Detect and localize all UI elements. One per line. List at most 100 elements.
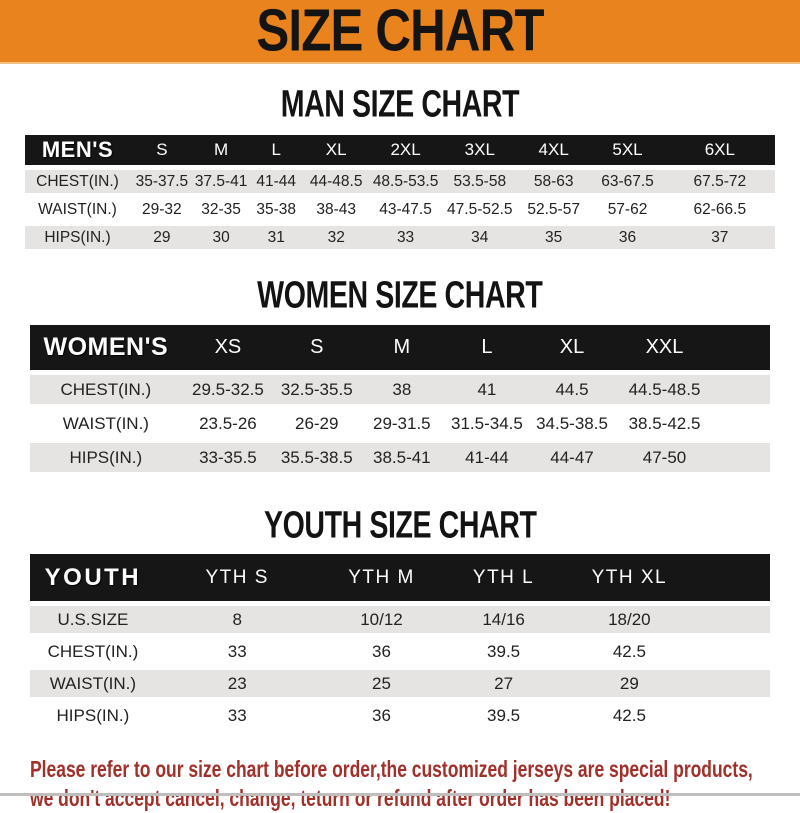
size-value: 10/12 bbox=[318, 606, 445, 633]
size-value: 34 bbox=[442, 226, 517, 249]
row-filler-cell bbox=[695, 670, 770, 697]
size-value: 52.5-57 bbox=[516, 198, 591, 221]
row-label: CHEST(IN.) bbox=[25, 170, 130, 193]
table-row: CHEST(IN.) 29.5-32.5 32.5-35.5 38 41 44.5 44.5… bbox=[30, 375, 770, 404]
table-row: HIPS(IN.) 33 36 39.5 42.5 bbox=[30, 702, 770, 729]
size-value: 29 bbox=[130, 226, 194, 249]
size-value: 14/16 bbox=[444, 606, 563, 633]
table-title-cell: WOMEN'S bbox=[30, 325, 182, 370]
table-row: HIPS(IN.) 33-35.5 35.5-38.5 38.5-41 41-44 44-… bbox=[30, 443, 770, 472]
size-value: 63-67.5 bbox=[590, 170, 665, 193]
size-value: 36 bbox=[318, 702, 445, 729]
size-value: 48.5-53.5 bbox=[368, 170, 443, 193]
banner-title: SIZE CHART bbox=[256, 0, 544, 64]
youth-size-table: YOUTH YTH S YTH M YTH L YTH XL U.S.SIZE 8 10/1… bbox=[30, 549, 770, 734]
row-filler-cell bbox=[695, 638, 770, 665]
row-label: CHEST(IN.) bbox=[30, 638, 156, 665]
row-filler-cell bbox=[695, 702, 770, 729]
youth-heading-text: YOUTH SIZE CHART bbox=[263, 503, 537, 547]
size-value: 41-44 bbox=[248, 170, 304, 193]
bottom-divider bbox=[0, 793, 800, 796]
column-header: XL bbox=[303, 135, 369, 165]
size-value: 35.5-38.5 bbox=[274, 443, 360, 472]
column-header: 2XL bbox=[368, 135, 443, 165]
size-value: 29-32 bbox=[130, 198, 194, 221]
footer-note: Please refer to our size chart before or… bbox=[30, 755, 800, 813]
column-header: S bbox=[274, 325, 360, 370]
size-value: 53.5-58 bbox=[442, 170, 517, 193]
size-value: 39.5 bbox=[444, 638, 563, 665]
size-value: 42.5 bbox=[562, 702, 696, 729]
size-value: 43-47.5 bbox=[368, 198, 443, 221]
size-value: 38-43 bbox=[303, 198, 369, 221]
size-value: 34.5-38.5 bbox=[529, 409, 615, 438]
youth-section-heading: YOUTH SIZE CHART bbox=[0, 503, 800, 547]
size-value: 67.5-72 bbox=[664, 170, 775, 193]
column-header: XS bbox=[181, 325, 275, 370]
table-row: WAIST(IN.) 29-32 32-35 35-38 38-43 43-47.5 47.… bbox=[25, 198, 775, 221]
size-value: 62-66.5 bbox=[664, 198, 775, 221]
column-header: L bbox=[444, 325, 530, 370]
size-value: 32 bbox=[303, 226, 369, 249]
size-value: 33-35.5 bbox=[181, 443, 275, 472]
size-value: 33 bbox=[155, 638, 319, 665]
size-value: 33 bbox=[155, 702, 319, 729]
size-value: 37 bbox=[664, 226, 775, 249]
column-header: XXL bbox=[614, 325, 715, 370]
women-header-row: WOMEN'S XS S M L XL XXL bbox=[30, 325, 770, 370]
size-value: 38.5-41 bbox=[359, 443, 445, 472]
women-size-table: WOMEN'S XS S M L XL XXL CHEST(IN.) 29.5-32.5 32.… bbox=[30, 320, 770, 477]
column-header: M bbox=[359, 325, 445, 370]
size-value: 58-63 bbox=[516, 170, 591, 193]
row-label: WAIST(IN.) bbox=[30, 409, 182, 438]
women-heading-text: WOMEN SIZE CHART bbox=[257, 273, 543, 317]
row-label: WAIST(IN.) bbox=[30, 670, 156, 697]
row-filler-cell bbox=[714, 375, 770, 404]
row-label: WAIST(IN.) bbox=[25, 198, 130, 221]
size-value: 29 bbox=[562, 670, 696, 697]
column-header: XL bbox=[529, 325, 615, 370]
column-header: 6XL bbox=[664, 135, 775, 165]
footer-line-2: we don't accept cancel, change, teturn o… bbox=[30, 785, 671, 811]
size-value: 30 bbox=[193, 226, 249, 249]
size-value: 44.5-48.5 bbox=[614, 375, 715, 404]
size-value: 32.5-35.5 bbox=[274, 375, 360, 404]
size-value: 29.5-32.5 bbox=[181, 375, 275, 404]
column-header: 5XL bbox=[590, 135, 665, 165]
size-value: 23 bbox=[155, 670, 319, 697]
column-header: YTH L bbox=[444, 554, 563, 601]
size-value: 32-35 bbox=[193, 198, 249, 221]
men-section-heading: MAN SIZE CHART bbox=[0, 85, 800, 123]
size-value: 26-29 bbox=[274, 409, 360, 438]
size-value: 37.5-41 bbox=[193, 170, 249, 193]
size-value: 47-50 bbox=[614, 443, 715, 472]
size-value: 31 bbox=[248, 226, 304, 249]
footer-line-1: Please refer to our size chart before or… bbox=[30, 756, 753, 782]
column-header: YTH S bbox=[155, 554, 319, 601]
men-header-row: MEN'S S M L XL 2XL 3XL 4XL 5XL 6XL bbox=[25, 135, 775, 165]
row-filler-cell bbox=[695, 606, 770, 633]
table-row: CHEST(IN.) 33 36 39.5 42.5 bbox=[30, 638, 770, 665]
women-section-heading: WOMEN SIZE CHART bbox=[0, 273, 800, 317]
row-label: HIPS(IN.) bbox=[30, 443, 182, 472]
size-value: 42.5 bbox=[562, 638, 696, 665]
row-label: HIPS(IN.) bbox=[25, 226, 130, 249]
row-filler-cell bbox=[714, 409, 770, 438]
size-value: 25 bbox=[318, 670, 445, 697]
table-row: WAIST(IN.) 23 25 27 29 bbox=[30, 670, 770, 697]
size-value: 31.5-34.5 bbox=[444, 409, 530, 438]
men-size-table: MEN'S S M L XL 2XL 3XL 4XL 5XL 6XL CHEST(IN.) 35-3… bbox=[25, 130, 775, 254]
size-value: 39.5 bbox=[444, 702, 563, 729]
size-value: 44-48.5 bbox=[303, 170, 369, 193]
row-label: U.S.SIZE bbox=[30, 606, 156, 633]
row-label: HIPS(IN.) bbox=[30, 702, 156, 729]
youth-header-row: YOUTH YTH S YTH M YTH L YTH XL bbox=[30, 554, 770, 601]
table-row: CHEST(IN.) 35-37.5 37.5-41 41-44 44-48.5 48.5… bbox=[25, 170, 775, 193]
column-header: L bbox=[248, 135, 304, 165]
size-value: 38 bbox=[359, 375, 445, 404]
size-value: 35 bbox=[516, 226, 591, 249]
column-header: S bbox=[130, 135, 194, 165]
size-value: 23.5-26 bbox=[181, 409, 275, 438]
header-filler-cell bbox=[714, 325, 770, 370]
row-filler-cell bbox=[714, 443, 770, 472]
